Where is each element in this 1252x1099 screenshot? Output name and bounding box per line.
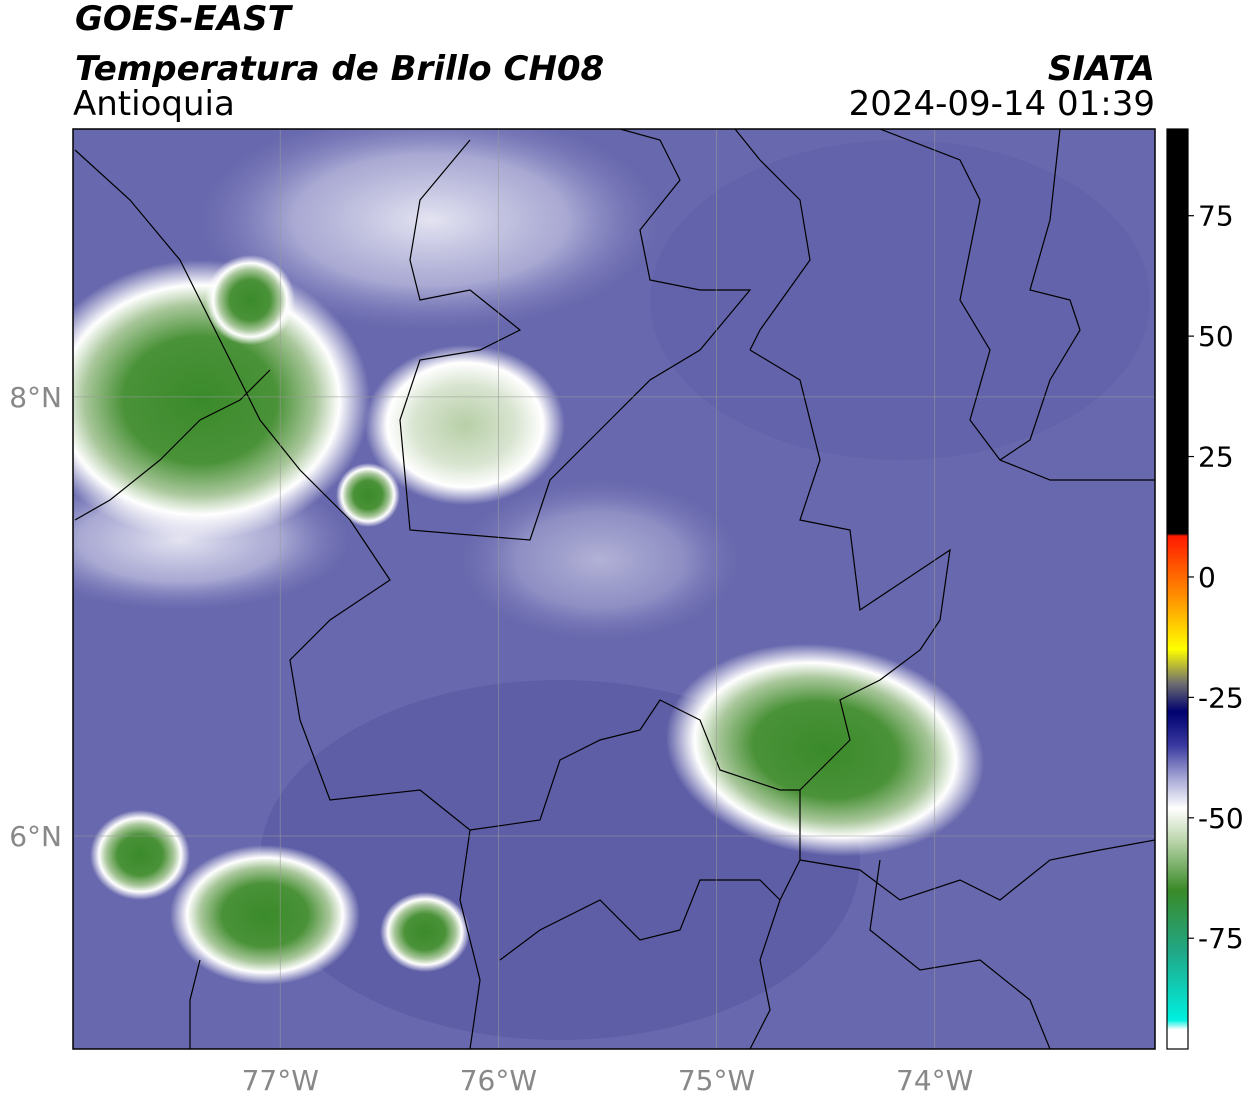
region: Antioquia — [73, 84, 235, 124]
product-title: Temperatura de Brillo CH08 — [75, 49, 604, 89]
source: SIATA — [1048, 49, 1155, 89]
cloud — [380, 892, 470, 972]
borders — [74, 129, 1155, 1049]
x-tick-label: 74°W — [896, 1064, 973, 1097]
cloud — [205, 255, 295, 345]
cold-region — [650, 140, 1150, 460]
cloud — [665, 643, 985, 857]
x-tick-label: 75°W — [678, 1064, 755, 1097]
haze — [200, 129, 660, 330]
haze — [460, 480, 740, 640]
y-tick-label: 6°N — [9, 820, 62, 853]
y-tick-label: 8°N — [9, 381, 62, 414]
colorbar: 75 50 25 0 -25 -50 -75 — [1166, 128, 1244, 1050]
colorbar-tick-label: -75 — [1198, 922, 1244, 955]
map-field — [73, 129, 1155, 1049]
colorbar-tick-label: -25 — [1198, 681, 1244, 714]
x-tick-label: 76°W — [460, 1064, 537, 1097]
colorbar-tick-label: 0 — [1198, 561, 1216, 594]
colorbar-fill — [1166, 128, 1189, 1050]
colorbar-tick-label: 75 — [1198, 200, 1234, 233]
map-frame — [72, 128, 1156, 1050]
cloud — [73, 260, 370, 540]
satellite-name: GOES-EAST — [75, 0, 294, 39]
colorbar-tick-label: 50 — [1198, 320, 1234, 353]
colorbar-tick-label: -50 — [1198, 802, 1244, 835]
cloud — [336, 463, 400, 527]
cloud — [170, 845, 360, 985]
cloud — [365, 345, 565, 505]
cloud — [90, 810, 190, 900]
datetime: 2024-09-14 01:39 — [849, 84, 1155, 124]
colorbar-tick-label: 25 — [1198, 441, 1234, 474]
x-tick-label: 77°W — [242, 1064, 319, 1097]
graticule — [73, 129, 1155, 1049]
